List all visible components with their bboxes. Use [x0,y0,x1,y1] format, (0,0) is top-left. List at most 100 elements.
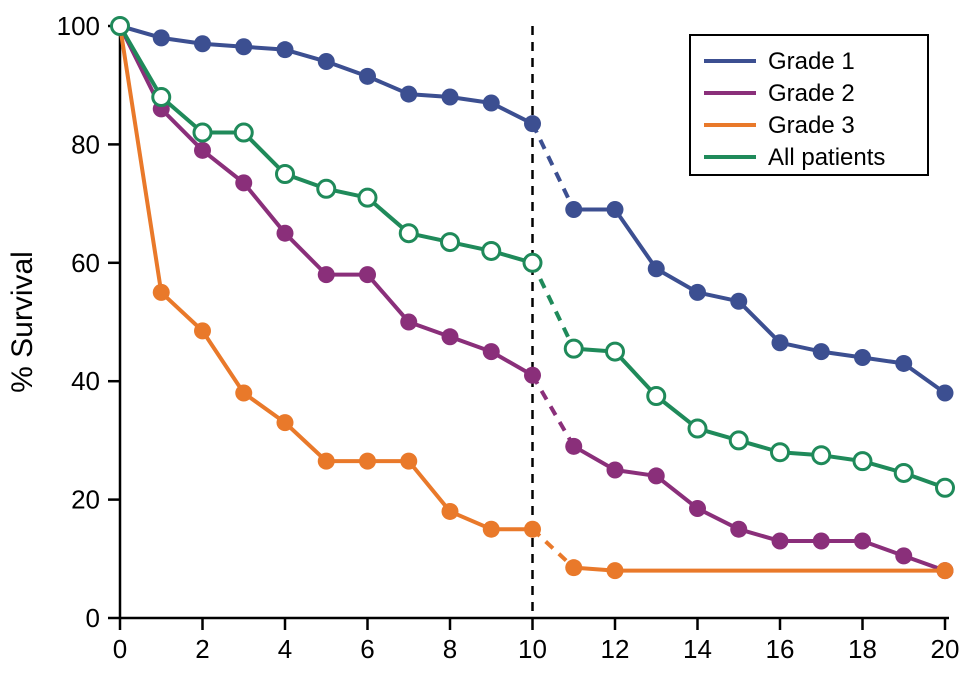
data-marker [235,38,252,55]
x-tick-label: 14 [683,634,712,664]
data-marker [813,343,830,360]
data-marker [194,124,211,141]
data-marker [524,521,541,538]
data-marker [153,284,170,301]
data-marker [277,225,294,242]
data-marker [524,254,541,271]
data-marker [483,94,500,111]
x-tick-label: 4 [278,634,292,664]
data-marker [565,201,582,218]
data-marker [400,86,417,103]
data-marker [483,521,500,538]
data-marker [483,242,500,259]
data-marker [648,260,665,277]
data-marker [524,115,541,132]
data-marker [318,453,335,470]
survival-chart: 0 20 40 60 80 100 0 2 4 6 8 10 12 14 16 18 20 % Survival G… [0,0,968,678]
data-marker [442,234,459,251]
series-line [533,124,574,210]
data-marker [235,385,252,402]
data-marker [235,124,252,141]
data-marker [607,343,624,360]
y-tick-label: 80 [71,129,100,159]
data-marker [730,293,747,310]
data-marker [318,266,335,283]
data-marker [153,89,170,106]
data-marker [277,41,294,58]
y-tick-label: 40 [71,366,100,396]
data-marker [153,29,170,46]
data-marker [648,467,665,484]
series-line [574,446,945,570]
data-marker [112,18,129,35]
data-marker [937,562,954,579]
data-marker [277,414,294,431]
y-tick-label: 60 [71,248,100,278]
data-marker [895,547,912,564]
data-marker [607,201,624,218]
x-tick-label: 20 [931,634,960,664]
data-marker [400,453,417,470]
x-tick-label: 10 [518,634,547,664]
data-marker [895,355,912,372]
data-marker [607,462,624,479]
legend-label: Grade 2 [768,80,855,107]
x-tick-label: 2 [195,634,209,664]
data-marker [400,225,417,242]
data-marker [813,447,830,464]
data-marker [730,432,747,449]
x-tick-label: 12 [601,634,630,664]
data-marker [565,438,582,455]
x-tick-label: 16 [766,634,795,664]
data-marker [607,562,624,579]
series-line [120,26,533,124]
data-marker [318,180,335,197]
data-marker [194,142,211,159]
data-marker [442,328,459,345]
data-marker [235,174,252,191]
data-marker [400,314,417,331]
data-marker [442,503,459,520]
series-line [533,263,574,349]
series-line [574,568,945,571]
y-tick-label: 20 [71,485,100,515]
data-marker [689,420,706,437]
data-marker [689,500,706,517]
y-tick-label: 100 [57,11,100,41]
data-marker [937,385,954,402]
data-marker [730,521,747,538]
data-marker [318,53,335,70]
data-marker [359,453,376,470]
data-marker [359,68,376,85]
series-line [533,375,574,446]
data-marker [813,533,830,550]
data-marker [359,266,376,283]
data-marker [565,340,582,357]
data-marker [277,166,294,183]
data-marker [194,35,211,52]
series-line [120,26,533,375]
legend-label: Grade 3 [768,112,855,139]
data-marker [854,533,871,550]
y-axis-title: % Survival [6,251,39,393]
data-marker [524,367,541,384]
data-marker [359,189,376,206]
data-marker [854,453,871,470]
legend-label: All patients [768,144,885,171]
data-marker [648,388,665,405]
data-marker [895,464,912,481]
series-line [574,349,945,488]
data-marker [772,444,789,461]
legend-label: Grade 1 [768,48,855,75]
data-marker [442,89,459,106]
data-marker [565,559,582,576]
data-marker [937,479,954,496]
data-marker [772,533,789,550]
x-tick-label: 8 [443,634,457,664]
data-marker [194,322,211,339]
x-tick-label: 6 [360,634,374,664]
x-tick-label: 0 [113,634,127,664]
data-marker [854,349,871,366]
y-tick-label: 0 [86,603,100,633]
x-tick-label: 18 [848,634,877,664]
